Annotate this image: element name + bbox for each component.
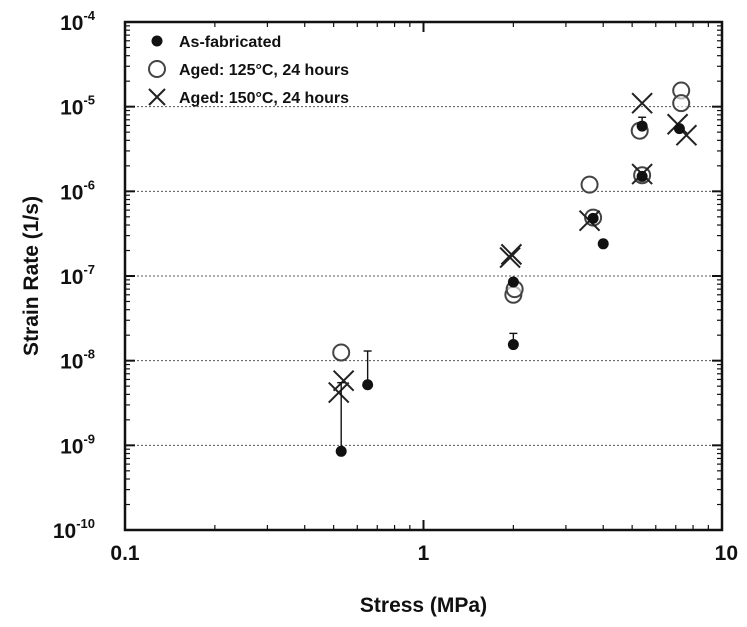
data-point: [631, 92, 653, 114]
x-marker-stroke: [328, 381, 350, 404]
x-tick-label: 0.1: [110, 542, 140, 565]
axis-ticks: [124, 21, 723, 531]
y-tick-label: 10-7: [60, 262, 95, 289]
legend-label: Aged: 150°C, 24 hours: [179, 90, 349, 107]
data-point: [507, 276, 519, 288]
data-point: [507, 339, 519, 351]
x-tick-label: 10: [715, 542, 738, 565]
y-tick-label: 10-6: [60, 177, 95, 204]
y-tick-label: 10-4: [60, 8, 96, 35]
data-point: [597, 238, 609, 250]
legend-marker: [148, 88, 166, 106]
data-point: [362, 379, 374, 391]
tick-labels: 10-4 10-5 10-6 10-7 10-8 10-9 10-10 0.1 1 10: [53, 8, 738, 565]
gridlines: [125, 106, 722, 446]
y-tick-label: 10-8: [60, 347, 95, 374]
legend-marker: [151, 35, 163, 47]
x-marker-stroke: [499, 246, 521, 269]
y-axis-label: Strain Rate (1/s): [20, 196, 43, 356]
x-marker-stroke: [631, 92, 653, 114]
data-point: [335, 445, 347, 457]
x-marker-stroke: [148, 88, 166, 106]
y-tick-label: 10-10: [53, 516, 95, 543]
y-tick-label: 10-9: [60, 431, 95, 458]
data-point: [500, 243, 523, 266]
data-point: [580, 175, 599, 194]
data-points: [328, 81, 698, 457]
legend-marker: [148, 60, 166, 78]
data-point: [332, 369, 355, 392]
legend-label: As-fabricated: [179, 34, 281, 51]
data-point: [328, 381, 350, 404]
x-marker-stroke: [332, 369, 355, 392]
legend: As-fabricated Aged: 125°C, 24 hours Aged: …: [148, 34, 349, 107]
x-marker-stroke: [675, 124, 698, 146]
data-point: [587, 212, 599, 224]
data-point: [636, 170, 648, 182]
data-point: [672, 94, 691, 113]
y-tick-label: 10-5: [60, 93, 95, 120]
data-point: [673, 123, 685, 135]
data-point: [499, 246, 521, 269]
x-axis-label: Stress (MPa): [360, 594, 487, 617]
x-tick-label: 1: [418, 542, 430, 565]
legend-label: Aged: 125°C, 24 hours: [179, 62, 349, 79]
data-point: [332, 343, 351, 362]
data-point: [636, 120, 648, 132]
x-marker-stroke: [500, 243, 523, 266]
